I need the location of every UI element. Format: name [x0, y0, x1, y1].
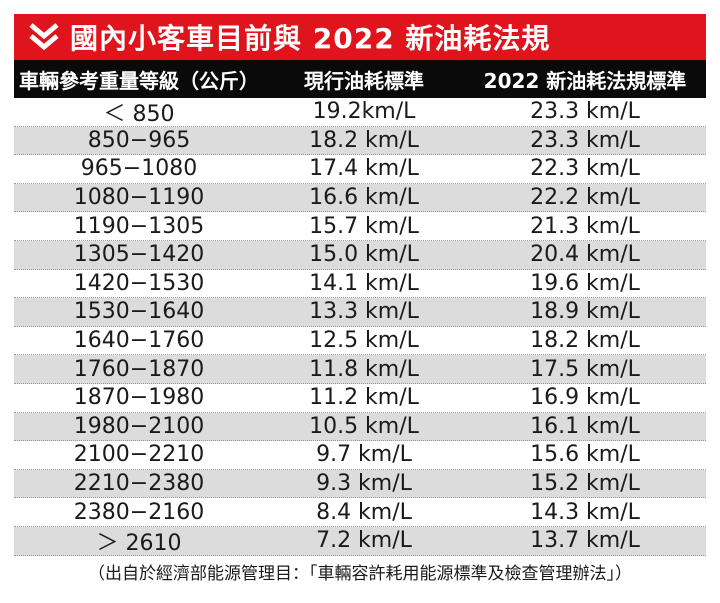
new-standard-cell: 22.2 km/L	[530, 185, 640, 211]
table-row: 1530−1640 13.3 km/L 18.9 km/L	[14, 298, 706, 327]
current-standard-cell: 11.2 km/L	[309, 385, 419, 411]
current-standard-cell: 15.7 km/L	[309, 213, 419, 239]
weight-class-cell: 1190−1305	[73, 213, 205, 239]
new-standard-cell: 17.5 km/L	[530, 356, 640, 382]
new-standard-cell: 21.3 km/L	[530, 213, 640, 239]
new-standard-cell: 23.3 km/L	[530, 99, 640, 125]
header-current-standard: 現行油耗標準	[304, 68, 424, 93]
current-standard-cell: 10.5 km/L	[309, 413, 419, 439]
new-standard-cell: 19.6 km/L	[530, 270, 640, 296]
weight-class-cell: 1760−1870	[73, 356, 205, 382]
table-row: 850−965 18.2 km/L 23.3 km/L	[14, 126, 706, 156]
title-bar: 國內小客車目前與 2022 新油耗法規	[14, 14, 706, 60]
current-standard-cell: 14.1 km/L	[309, 270, 419, 296]
source-note: （出自於經濟部能源管理目：「車輛容許耗用能源標準及檢查管理辦法」）	[88, 563, 632, 584]
current-standard-cell: 12.5 km/L	[309, 328, 419, 354]
table-row: 1305−1420 15.0 km/L 20.4 km/L	[14, 240, 706, 270]
double-chevron-down-icon	[24, 14, 64, 60]
weight-class-cell: 965−1080	[80, 156, 198, 182]
table-row: 1870−1980 11.2 km/L 16.9 km/L	[14, 384, 706, 413]
weight-class-cell: 2210−2380	[73, 471, 205, 497]
new-standard-cell: 22.3 km/L	[530, 156, 640, 182]
page-title: 國內小客車目前與 2022 新油耗法規	[70, 22, 551, 55]
table-row: 965−1080 17.4 km/L 22.3 km/L	[14, 155, 706, 184]
current-standard-cell: 18.2 km/L	[309, 127, 419, 153]
current-standard-cell: 16.6 km/L	[309, 185, 419, 211]
header-weight-class: 車輛參考重量等級（公斤）	[19, 68, 259, 93]
new-standard-cell: 15.2 km/L	[530, 471, 640, 497]
weight-class-cell: 2100−2210	[73, 442, 205, 468]
table-body: ＜ 850 19.2km/L 23.3 km/L 850−965 18.2 km/L 23…	[14, 98, 706, 556]
weight-class-cell: 1980−2100	[73, 413, 205, 439]
weight-class-cell: 1420−1530	[73, 270, 205, 296]
new-standard-cell: 13.7 km/L	[530, 528, 640, 554]
current-standard-cell: 19.2km/L	[312, 99, 416, 125]
current-standard-cell: 17.4 km/L	[309, 156, 419, 182]
new-standard-cell: 16.9 km/L	[530, 385, 640, 411]
weight-class-cell: 1640−1760	[73, 328, 205, 354]
new-standard-cell: 15.6 km/L	[530, 442, 640, 468]
table-row: 1760−1870 11.8 km/L 17.5 km/L	[14, 355, 706, 384]
header-2022-standard: 2022 新油耗法規標準	[483, 68, 687, 93]
current-standard-cell: 7.2 km/L	[316, 528, 412, 554]
weight-class-cell: 1530−1640	[73, 299, 205, 325]
current-standard-cell: 8.4 km/L	[316, 499, 412, 525]
weight-class-cell: 2380−2160	[73, 499, 205, 525]
table-row: 1980−2100 10.5 km/L 16.1 km/L	[14, 412, 706, 442]
weight-class-cell: ＜ 850	[103, 101, 175, 127]
table-row: 1190−1305 15.7 km/L 21.3 km/L	[14, 212, 706, 241]
weight-class-cell: 1305−1420	[73, 242, 205, 268]
new-standard-cell: 23.3 km/L	[530, 127, 640, 153]
new-standard-cell: 18.9 km/L	[530, 299, 640, 325]
current-standard-cell: 9.7 km/L	[316, 442, 412, 468]
weight-class-cell: 1080−1190	[73, 185, 205, 211]
table-row: 2380−2160 8.4 km/L 14.3 km/L	[14, 498, 706, 527]
table-row: 2100−2210 9.7 km/L 15.6 km/L	[14, 441, 706, 470]
current-standard-cell: 13.3 km/L	[309, 299, 419, 325]
weight-class-cell: ＞ 2610	[96, 530, 182, 556]
new-standard-cell: 16.1 km/L	[530, 413, 640, 439]
weight-class-cell: 850−965	[87, 127, 191, 153]
new-standard-cell: 18.2 km/L	[530, 328, 640, 354]
table-row: ＞ 2610 7.2 km/L 13.7 km/L	[14, 526, 706, 556]
table-header: 車輛參考重量等級（公斤） 現行油耗標準 2022 新油耗法規標準	[14, 60, 706, 98]
table-row: 1080−1190 16.6 km/L 22.2 km/L	[14, 183, 706, 213]
table-row: 1640−1760 12.5 km/L 18.2 km/L	[14, 327, 706, 356]
new-standard-cell: 14.3 km/L	[530, 499, 640, 525]
table-row: 2210−2380 9.3 km/L 15.2 km/L	[14, 469, 706, 499]
current-standard-cell: 15.0 km/L	[309, 242, 419, 268]
table-row: 1420−1530 14.1 km/L 19.6 km/L	[14, 270, 706, 299]
new-standard-cell: 20.4 km/L	[530, 242, 640, 268]
current-standard-cell: 9.3 km/L	[316, 471, 412, 497]
current-standard-cell: 11.8 km/L	[309, 356, 419, 382]
weight-class-cell: 1870−1980	[73, 385, 205, 411]
table-row: ＜ 850 19.2km/L 23.3 km/L	[14, 98, 706, 127]
